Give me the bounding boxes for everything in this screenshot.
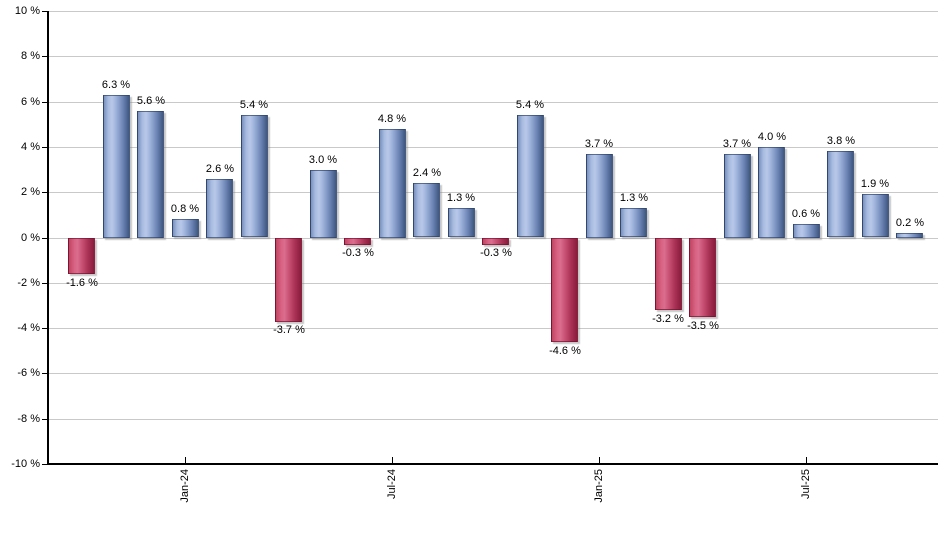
gridline: [49, 11, 938, 12]
bar: [517, 115, 544, 237]
y-axis-tick: [42, 11, 47, 12]
y-axis-label: -10 %: [11, 458, 40, 470]
bar-value-label: -0.3 %: [342, 247, 374, 259]
y-axis-tick: [42, 147, 47, 148]
x-axis-tick: [185, 457, 186, 464]
bar: [103, 95, 130, 238]
bar: [862, 194, 889, 237]
bar: [206, 179, 233, 238]
bar: [586, 154, 613, 238]
x-axis-tick: [806, 457, 807, 464]
gridline: [49, 56, 938, 57]
bar: [379, 129, 406, 238]
y-axis-tick: [42, 328, 47, 329]
y-axis-label: -6 %: [17, 367, 40, 379]
bar-value-label: -4.6 %: [549, 345, 581, 357]
bar-value-label: 5.4 %: [515, 99, 545, 111]
bar: [482, 238, 509, 245]
bar: [827, 151, 854, 237]
y-axis-label: 6 %: [21, 96, 40, 108]
bar: [896, 233, 923, 238]
bar: [724, 154, 751, 238]
bar-value-label: 2.6 %: [205, 163, 235, 175]
y-axis-label: 4 %: [21, 141, 40, 153]
gridline: [49, 373, 938, 374]
y-axis-tick: [42, 238, 47, 239]
bar-value-label: 0.8 %: [170, 203, 200, 215]
bar-value-label: 0.6 %: [791, 208, 821, 220]
bar-value-label: -0.3 %: [480, 247, 512, 259]
bar-value-label: 3.7 %: [584, 138, 614, 150]
bar-value-label: 5.6 %: [136, 95, 166, 107]
y-axis-label: 8 %: [21, 50, 40, 62]
x-axis-label: Jan-24: [179, 469, 191, 503]
bar: [620, 208, 647, 237]
bar-value-label: -3.2 %: [652, 313, 684, 325]
bar: [275, 238, 302, 322]
bar: [344, 238, 371, 245]
bar: [310, 170, 337, 238]
bar: [551, 238, 578, 342]
x-axis-label: Jul-25: [800, 469, 812, 499]
y-axis-tick: [42, 464, 47, 465]
gridline: [49, 102, 938, 103]
y-axis-tick: [42, 373, 47, 374]
bar-value-label: -3.7 %: [273, 324, 305, 336]
y-axis-line: [47, 11, 49, 465]
gridline: [49, 328, 938, 329]
bar: [793, 224, 820, 238]
bar: [413, 183, 440, 237]
y-axis-tick: [42, 419, 47, 420]
x-axis-tick: [392, 457, 393, 464]
bar-value-label: 4.8 %: [377, 113, 407, 125]
bar-value-label: 0.2 %: [895, 217, 925, 229]
bar-value-label: 4.0 %: [757, 131, 787, 143]
y-axis-label: 2 %: [21, 186, 40, 198]
x-axis-line: [47, 463, 938, 465]
bar: [68, 238, 95, 274]
bar-value-label: 2.4 %: [412, 167, 442, 179]
y-axis-tick: [42, 283, 47, 284]
bar: [448, 208, 475, 237]
bar-value-label: -3.5 %: [687, 320, 719, 332]
y-axis-tick: [42, 192, 47, 193]
bar: [758, 147, 785, 238]
bar-value-label: 3.7 %: [722, 138, 752, 150]
bar: [172, 219, 199, 237]
y-axis-tick: [42, 102, 47, 103]
y-axis-label: -4 %: [17, 322, 40, 334]
bar: [655, 238, 682, 310]
gridline: [49, 419, 938, 420]
gridline: [49, 192, 938, 193]
bar-value-label: 6.3 %: [101, 79, 131, 91]
bar-value-label: 3.0 %: [308, 154, 338, 166]
bar-value-label: 1.3 %: [619, 192, 649, 204]
y-axis-label: -8 %: [17, 413, 40, 425]
bar-value-label: 5.4 %: [239, 99, 269, 111]
bar: [689, 238, 716, 317]
y-axis-label: 0 %: [21, 232, 40, 244]
bar-value-label: 1.9 %: [860, 178, 890, 190]
bar-value-label: -1.6 %: [66, 277, 98, 289]
bar: [241, 115, 268, 237]
bar-value-label: 3.8 %: [826, 135, 856, 147]
y-axis-tick: [42, 56, 47, 57]
gridline: [49, 283, 938, 284]
x-axis-tick: [599, 457, 600, 464]
y-axis-label: -2 %: [17, 277, 40, 289]
x-axis-label: Jan-25: [593, 469, 605, 503]
bar: [137, 111, 164, 238]
x-axis-label: Jul-24: [386, 469, 398, 499]
bar-value-label: 1.3 %: [446, 192, 476, 204]
y-axis-label: 10 %: [14, 5, 40, 17]
gridline: [49, 147, 938, 148]
